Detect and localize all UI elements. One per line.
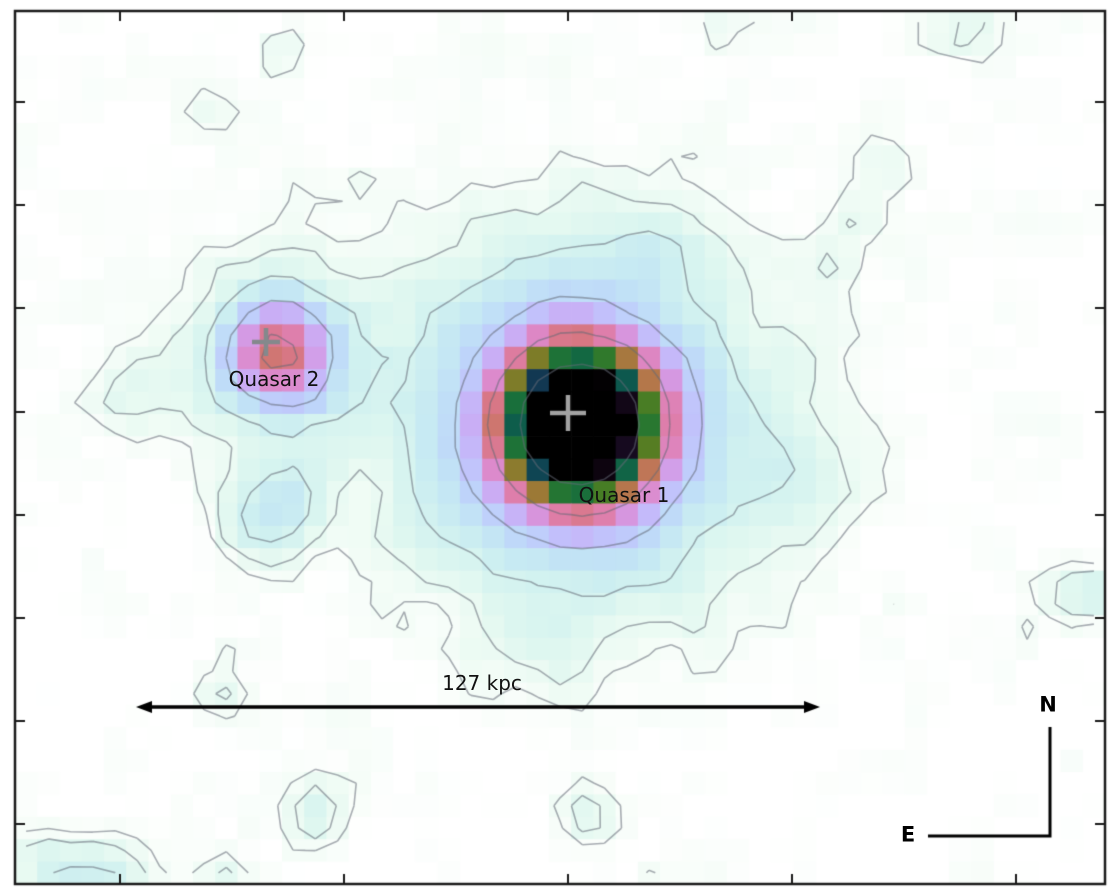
compass-north-label: N [1039, 692, 1057, 717]
quasar-1-label: Quasar 1 [578, 483, 670, 507]
quasar-2-label: Quasar 2 [228, 367, 320, 391]
compass-east-label: E [900, 822, 916, 847]
scale-bar-label: 127 kpc [442, 671, 522, 695]
